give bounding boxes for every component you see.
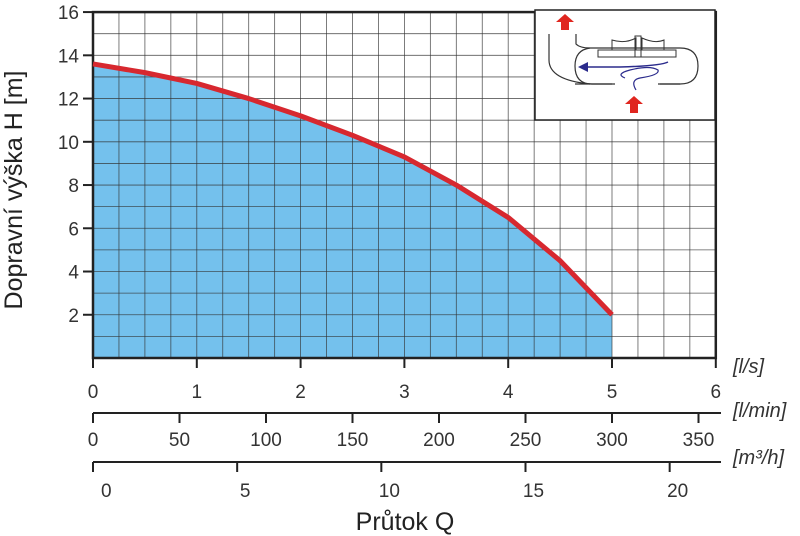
y-tick-label: 4 xyxy=(68,263,79,284)
x-axis-title: Průtok Q xyxy=(356,508,455,536)
x-tick-label: 6 xyxy=(711,382,722,403)
y-tick-label: 12 xyxy=(58,90,79,111)
x-tick-label: 10 xyxy=(379,481,400,502)
x-tick-label: 20 xyxy=(667,481,688,502)
x-tick-label: 5 xyxy=(607,382,618,403)
x-axis-unit: [l/min] xyxy=(732,400,787,422)
pump-curve-line xyxy=(92,61,614,317)
x-tick-label: 50 xyxy=(169,430,190,451)
x-axis-unit: [l/s] xyxy=(732,356,765,378)
x-tick-label: 250 xyxy=(510,430,542,451)
y-tick-label: 16 xyxy=(58,3,79,24)
x-tick-label: 0 xyxy=(101,481,112,502)
x-tick-label: 0 xyxy=(88,382,99,403)
y-tick-label: 8 xyxy=(68,176,79,197)
x-tick-label: 300 xyxy=(596,430,628,451)
y-tick-label: 2 xyxy=(68,306,79,327)
x-tick-label: 5 xyxy=(240,481,251,502)
x-tick-label: 350 xyxy=(683,430,715,451)
x-tick-label: 150 xyxy=(337,430,369,451)
y-tick-label: 6 xyxy=(68,219,79,240)
x-tick-label: 3 xyxy=(399,382,410,403)
x-tick-label: 2 xyxy=(295,382,306,403)
x-tick-label: 100 xyxy=(250,430,282,451)
x-tick-label: 200 xyxy=(423,430,455,451)
x-tick-label: 4 xyxy=(503,382,514,403)
y-tick-label: 10 xyxy=(58,133,79,154)
y-axis-title: Dopravní výška H [m] xyxy=(0,71,28,310)
x-tick-label: 0 xyxy=(88,430,99,451)
x-tick-label: 1 xyxy=(192,382,203,403)
x-tick-label: 15 xyxy=(523,481,544,502)
y-tick-label: 14 xyxy=(58,46,80,67)
pump-diagram-inset xyxy=(534,9,716,121)
x-axis-unit: [m³/h] xyxy=(732,447,785,469)
